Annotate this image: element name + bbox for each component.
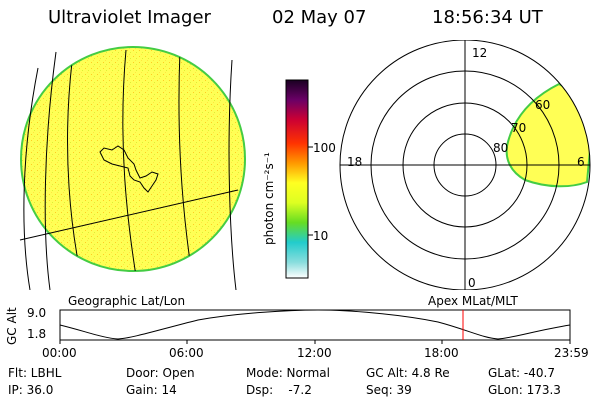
date-label: 02 May 07 — [272, 7, 367, 28]
dsp-status: Dsp: -7.2 — [246, 383, 312, 397]
seq-status: Seq: 39 — [366, 383, 412, 397]
geographic-panel-label: Geographic Lat/Lon — [68, 294, 186, 308]
colorbar-unit-text: photon cm⁻²s⁻¹ — [262, 152, 276, 245]
mode-status: Mode: Normal — [246, 366, 330, 380]
gc-alt-axis-label: GC Alt — [5, 307, 19, 345]
alt-tick-low: 1.8 — [27, 327, 47, 341]
colorbar-tick-10: 10 — [313, 229, 329, 243]
mlt-label-12: 12 — [472, 46, 488, 60]
ip-status: IP: 36.0 — [8, 383, 54, 397]
glon-status: GLon: 173.3 — [488, 383, 561, 397]
gain-status: Gain: 14 — [126, 383, 177, 397]
altitude-timeline-plot — [59, 309, 571, 344]
lat-label-70: 70 — [511, 121, 527, 135]
polar-mlat-mlt-plot — [339, 40, 591, 290]
filter-status: Flt: LBHL — [8, 366, 62, 380]
time-tick-2359: 23:59 — [554, 346, 589, 360]
uv-disk — [20, 46, 246, 272]
apex-panel-label: Apex MLat/MLT — [428, 294, 518, 308]
lat-label-80: 80 — [493, 141, 509, 155]
glat-status: GLat: -40.7 — [488, 366, 555, 380]
time-tick-1200: 12:00 — [297, 346, 332, 360]
door-status: Door: Open — [126, 366, 195, 380]
colorbar-tick-100: 100 — [313, 141, 336, 155]
time-label: 18:56:34 UT — [432, 7, 543, 28]
mlt-label-6: 6 — [577, 155, 585, 169]
instrument-title: Ultraviolet Imager — [48, 7, 211, 28]
altitude-curve — [59, 309, 571, 340]
coastline — [99, 145, 159, 193]
time-tick-1800: 18:00 — [424, 346, 459, 360]
mlt-label-0: 0 — [468, 276, 476, 290]
earth-disk-image — [19, 46, 246, 290]
gc-alt-status: GC Alt: 4.8 Re — [366, 366, 450, 380]
lat-lon-grid — [19, 51, 239, 290]
alt-tick-high: 9.0 — [27, 306, 47, 320]
time-tick-0600: 06:00 — [169, 346, 204, 360]
time-tick-0000: 00:00 — [42, 346, 77, 360]
lat-label-60: 60 — [535, 98, 551, 112]
intensity-colorbar — [285, 79, 313, 279]
mlt-label-18: 18 — [347, 155, 363, 169]
